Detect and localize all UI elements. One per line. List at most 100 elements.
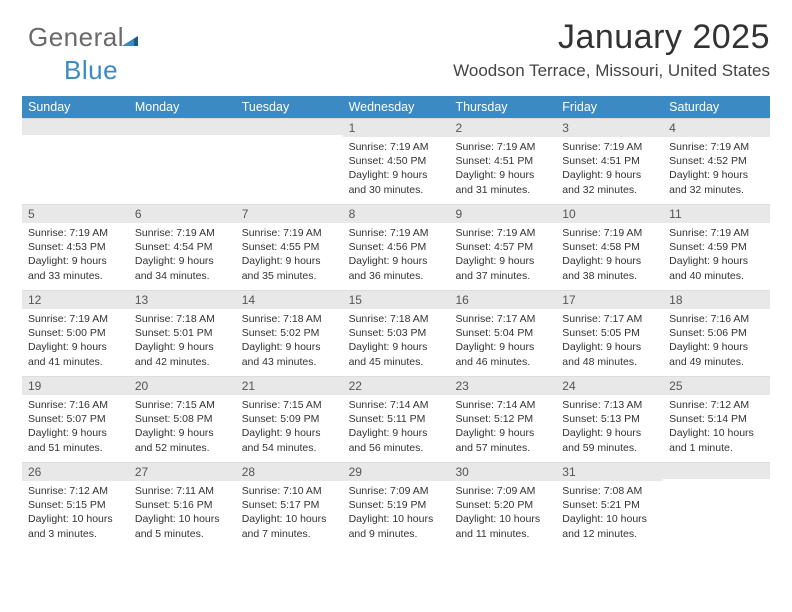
day-cell: 23Sunrise: 7:14 AMSunset: 5:12 PMDayligh… [449,376,556,462]
day-details: Sunrise: 7:16 AMSunset: 5:07 PMDaylight:… [22,395,129,461]
day-cell: 9Sunrise: 7:19 AMSunset: 4:57 PMDaylight… [449,204,556,290]
day-details: Sunrise: 7:18 AMSunset: 5:02 PMDaylight:… [236,309,343,375]
day-cell: 24Sunrise: 7:13 AMSunset: 5:13 PMDayligh… [556,376,663,462]
day-details: Sunrise: 7:11 AMSunset: 5:16 PMDaylight:… [129,481,236,547]
day-cell: 13Sunrise: 7:18 AMSunset: 5:01 PMDayligh… [129,290,236,376]
day-cell: 26Sunrise: 7:12 AMSunset: 5:15 PMDayligh… [22,462,129,548]
day-details: Sunrise: 7:12 AMSunset: 5:14 PMDaylight:… [663,395,770,461]
week-row: 5Sunrise: 7:19 AMSunset: 4:53 PMDaylight… [22,204,770,290]
day-details: Sunrise: 7:19 AMSunset: 5:00 PMDaylight:… [22,309,129,375]
day-number: 13 [129,290,236,309]
day-number: 1 [343,118,450,137]
weekday-label: Wednesday [343,96,450,118]
day-number: 23 [449,376,556,395]
logo-text-general: General [28,22,124,52]
day-details: Sunrise: 7:19 AMSunset: 4:51 PMDaylight:… [449,137,556,203]
day-number: 20 [129,376,236,395]
day-number: 5 [22,204,129,223]
day-number: 28 [236,462,343,481]
day-cell: 3Sunrise: 7:19 AMSunset: 4:51 PMDaylight… [556,118,663,204]
day-number: 2 [449,118,556,137]
week-row: 19Sunrise: 7:16 AMSunset: 5:07 PMDayligh… [22,376,770,462]
day-cell: 31Sunrise: 7:08 AMSunset: 5:21 PMDayligh… [556,462,663,548]
day-number: 14 [236,290,343,309]
day-details: Sunrise: 7:19 AMSunset: 4:59 PMDaylight:… [663,223,770,289]
day-details: Sunrise: 7:19 AMSunset: 4:51 PMDaylight:… [556,137,663,203]
day-number: 21 [236,376,343,395]
day-cell: 4Sunrise: 7:19 AMSunset: 4:52 PMDaylight… [663,118,770,204]
day-cell: 20Sunrise: 7:15 AMSunset: 5:08 PMDayligh… [129,376,236,462]
day-cell [236,118,343,204]
day-number: 31 [556,462,663,481]
day-details: Sunrise: 7:19 AMSunset: 4:52 PMDaylight:… [663,137,770,203]
weekday-header-row: SundayMondayTuesdayWednesdayThursdayFrid… [22,96,770,118]
day-details: Sunrise: 7:19 AMSunset: 4:50 PMDaylight:… [343,137,450,203]
day-cell: 18Sunrise: 7:16 AMSunset: 5:06 PMDayligh… [663,290,770,376]
calendar: SundayMondayTuesdayWednesdayThursdayFrid… [22,96,770,548]
day-cell: 7Sunrise: 7:19 AMSunset: 4:55 PMDaylight… [236,204,343,290]
weekday-label: Monday [129,96,236,118]
day-details: Sunrise: 7:18 AMSunset: 5:01 PMDaylight:… [129,309,236,375]
day-cell: 30Sunrise: 7:09 AMSunset: 5:20 PMDayligh… [449,462,556,548]
weekday-label: Thursday [449,96,556,118]
day-cell: 12Sunrise: 7:19 AMSunset: 5:00 PMDayligh… [22,290,129,376]
day-details: Sunrise: 7:13 AMSunset: 5:13 PMDaylight:… [556,395,663,461]
day-number: 19 [22,376,129,395]
day-cell: 1Sunrise: 7:19 AMSunset: 4:50 PMDaylight… [343,118,450,204]
day-number: 4 [663,118,770,137]
week-row: 1Sunrise: 7:19 AMSunset: 4:50 PMDaylight… [22,118,770,204]
day-details: Sunrise: 7:17 AMSunset: 5:04 PMDaylight:… [449,309,556,375]
day-cell: 29Sunrise: 7:09 AMSunset: 5:19 PMDayligh… [343,462,450,548]
day-number: 15 [343,290,450,309]
weekday-label: Sunday [22,96,129,118]
week-row: 12Sunrise: 7:19 AMSunset: 5:00 PMDayligh… [22,290,770,376]
day-number: 17 [556,290,663,309]
day-cell: 22Sunrise: 7:14 AMSunset: 5:11 PMDayligh… [343,376,450,462]
day-details: Sunrise: 7:19 AMSunset: 4:56 PMDaylight:… [343,223,450,289]
day-number: 29 [343,462,450,481]
day-number: 12 [22,290,129,309]
day-number: 3 [556,118,663,137]
weeks-container: 1Sunrise: 7:19 AMSunset: 4:50 PMDaylight… [22,118,770,548]
day-details: Sunrise: 7:19 AMSunset: 4:58 PMDaylight:… [556,223,663,289]
day-number: 26 [22,462,129,481]
day-cell: 25Sunrise: 7:12 AMSunset: 5:14 PMDayligh… [663,376,770,462]
day-details: Sunrise: 7:09 AMSunset: 5:19 PMDaylight:… [343,481,450,547]
day-details: Sunrise: 7:08 AMSunset: 5:21 PMDaylight:… [556,481,663,547]
month-title: January 2025 [453,18,770,57]
day-number: 6 [129,204,236,223]
day-details: Sunrise: 7:10 AMSunset: 5:17 PMDaylight:… [236,481,343,547]
day-cell: 2Sunrise: 7:19 AMSunset: 4:51 PMDaylight… [449,118,556,204]
empty-day-bar [663,462,770,479]
empty-day-bar [129,118,236,135]
day-cell: 16Sunrise: 7:17 AMSunset: 5:04 PMDayligh… [449,290,556,376]
day-cell: 5Sunrise: 7:19 AMSunset: 4:53 PMDaylight… [22,204,129,290]
day-cell [663,462,770,548]
day-cell: 21Sunrise: 7:15 AMSunset: 5:09 PMDayligh… [236,376,343,462]
day-cell: 28Sunrise: 7:10 AMSunset: 5:17 PMDayligh… [236,462,343,548]
weekday-label: Tuesday [236,96,343,118]
day-number: 10 [556,204,663,223]
day-details: Sunrise: 7:16 AMSunset: 5:06 PMDaylight:… [663,309,770,375]
day-details: Sunrise: 7:09 AMSunset: 5:20 PMDaylight:… [449,481,556,547]
day-cell: 15Sunrise: 7:18 AMSunset: 5:03 PMDayligh… [343,290,450,376]
day-number: 30 [449,462,556,481]
day-cell [22,118,129,204]
day-number: 24 [556,376,663,395]
day-details: Sunrise: 7:15 AMSunset: 5:08 PMDaylight:… [129,395,236,461]
day-cell: 10Sunrise: 7:19 AMSunset: 4:58 PMDayligh… [556,204,663,290]
day-details: Sunrise: 7:19 AMSunset: 4:54 PMDaylight:… [129,223,236,289]
day-number: 25 [663,376,770,395]
weekday-label: Saturday [663,96,770,118]
day-number: 9 [449,204,556,223]
day-details: Sunrise: 7:17 AMSunset: 5:05 PMDaylight:… [556,309,663,375]
day-cell: 27Sunrise: 7:11 AMSunset: 5:16 PMDayligh… [129,462,236,548]
day-number: 11 [663,204,770,223]
day-number: 27 [129,462,236,481]
day-cell: 14Sunrise: 7:18 AMSunset: 5:02 PMDayligh… [236,290,343,376]
location-text: Woodson Terrace, Missouri, United States [453,61,770,81]
day-cell: 11Sunrise: 7:19 AMSunset: 4:59 PMDayligh… [663,204,770,290]
day-number: 7 [236,204,343,223]
day-details: Sunrise: 7:19 AMSunset: 4:57 PMDaylight:… [449,223,556,289]
day-number: 18 [663,290,770,309]
